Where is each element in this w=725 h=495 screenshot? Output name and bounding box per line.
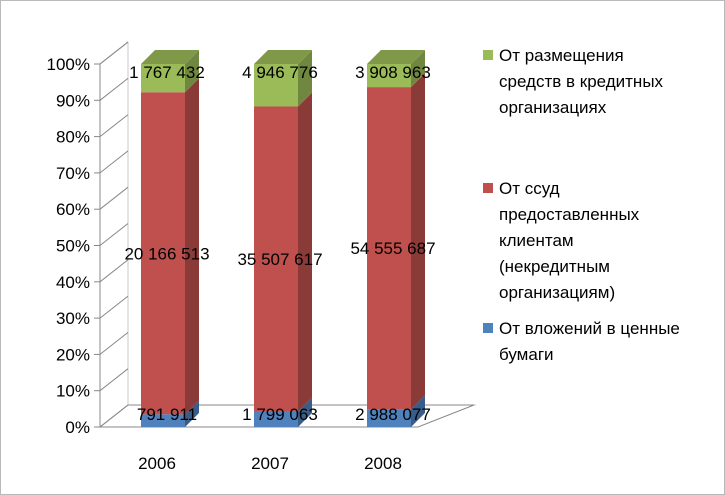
data-label: 1 799 063 bbox=[242, 405, 318, 424]
x-tick-label: 2006 bbox=[138, 454, 176, 473]
bar-segment bbox=[367, 409, 411, 427]
y-tick-diagonal bbox=[99, 150, 129, 174]
chart-bars bbox=[141, 50, 425, 427]
y-tick-label: 90% bbox=[56, 91, 90, 110]
chart-axes: 0% 10% 20% 30% 40% 50% 60% 70% 80% 90% 100% 2006 200… bbox=[47, 41, 476, 473]
y-tick-diagonal bbox=[99, 332, 129, 355]
legend-label-line: организациям) bbox=[499, 283, 615, 302]
bar-segment bbox=[367, 64, 411, 88]
bar-segment-side bbox=[185, 400, 199, 427]
bar-segment-side bbox=[298, 397, 312, 427]
y-tick-label: 0% bbox=[65, 418, 90, 437]
legend-swatch bbox=[483, 50, 493, 60]
data-label: 4 946 776 bbox=[242, 63, 318, 82]
y-tick-diagonal bbox=[99, 404, 129, 428]
bar-segment-side bbox=[185, 78, 199, 415]
bar-segment bbox=[254, 411, 298, 427]
bar-top bbox=[367, 50, 425, 64]
bar-segment bbox=[141, 414, 185, 427]
y-tick-label: 70% bbox=[56, 164, 90, 183]
y-tick-label: 10% bbox=[56, 382, 90, 401]
data-labels: 791 911 20 166 513 1 767 432 1 799 063 35 50… bbox=[124, 63, 435, 424]
bar-top bbox=[141, 50, 199, 64]
y-tick-diagonal bbox=[99, 295, 129, 319]
y-tick-diagonal bbox=[99, 41, 129, 65]
legend-label-line: От размещения bbox=[499, 46, 624, 65]
bar-segment-side bbox=[298, 92, 312, 412]
y-tick-label: 50% bbox=[56, 237, 90, 256]
y-tick-label: 30% bbox=[56, 309, 90, 328]
data-label: 791 911 bbox=[137, 405, 197, 424]
y-tick-label: 80% bbox=[56, 128, 90, 147]
data-label: 20 166 513 bbox=[124, 244, 209, 263]
data-label: 35 507 617 bbox=[237, 250, 322, 269]
legend-label-line: бумаги bbox=[499, 345, 554, 364]
legend-label-line: организациях bbox=[499, 98, 607, 117]
data-label: 3 908 963 bbox=[355, 63, 431, 82]
bar-segment bbox=[254, 64, 298, 107]
y-tick-label: 100% bbox=[47, 55, 90, 74]
y-tick-diagonal bbox=[99, 114, 129, 137]
legend-label-line: От ссуд bbox=[499, 179, 560, 198]
data-label: 54 555 687 bbox=[350, 239, 435, 258]
x-tick-label: 2008 bbox=[364, 454, 402, 473]
bar-top bbox=[254, 50, 312, 64]
bar-segment bbox=[141, 64, 185, 93]
bar-segment-side bbox=[411, 73, 425, 410]
x-tick-label: 2007 bbox=[251, 454, 289, 473]
bar-segment bbox=[141, 92, 185, 415]
legend-swatch bbox=[483, 323, 493, 333]
y-tick-label: 60% bbox=[56, 200, 90, 219]
y-tick-diagonal bbox=[99, 77, 129, 101]
y-tick-diagonal bbox=[99, 368, 129, 392]
bar-segment-side bbox=[298, 50, 312, 107]
legend-label-line: клиентам bbox=[499, 231, 574, 250]
bar-segment bbox=[254, 106, 298, 412]
bar-segment-side bbox=[411, 50, 425, 88]
legend-label-line: От вложений в ценные bbox=[499, 319, 680, 338]
legend-label-line: предоставленных bbox=[499, 205, 640, 224]
y-tick-diagonal bbox=[99, 186, 129, 210]
y-tick-label: 40% bbox=[56, 273, 90, 292]
legend-label-line: (некредитным bbox=[499, 257, 610, 276]
data-label: 1 767 432 bbox=[129, 63, 205, 82]
y-tick-diagonal bbox=[99, 223, 129, 246]
bar-segment-side bbox=[185, 50, 199, 93]
bar-segment bbox=[367, 87, 411, 410]
legend-swatch bbox=[483, 183, 493, 193]
bar-segment-side bbox=[411, 395, 425, 427]
y-tick-diagonal bbox=[99, 259, 129, 283]
data-label: 2 988 077 bbox=[355, 405, 431, 424]
legend-label-line: средств в кредитных bbox=[499, 72, 664, 91]
y-tick-label: 20% bbox=[56, 345, 90, 364]
chart-legend: От размещения средств в кредитных организа… bbox=[483, 46, 680, 364]
